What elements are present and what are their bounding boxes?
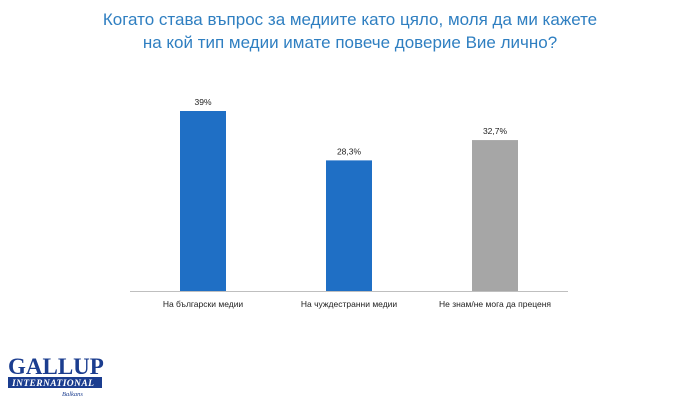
value-label-1: 39% bbox=[194, 97, 211, 107]
category-label-3: Не знам/не мога да преценя bbox=[439, 299, 551, 309]
gallup-international-logo: GALLUP INTERNATIONAL Balkans bbox=[8, 354, 104, 398]
chart-title-line-1: Когато става въпрос за медиите като цяло… bbox=[102, 10, 598, 29]
chart-title-line-2: на кой тип медии имате повече доверие Ви… bbox=[142, 33, 558, 52]
logo-sub-text: INTERNATIONAL bbox=[11, 379, 94, 389]
value-label-3: 32,7% bbox=[483, 126, 508, 136]
bar-3 bbox=[472, 140, 518, 291]
bar-2 bbox=[326, 160, 372, 291]
value-label-2: 28,3% bbox=[337, 146, 362, 156]
logo-band bbox=[8, 377, 102, 388]
category-label-2: На чуждестранни медии bbox=[301, 299, 398, 309]
bars-group bbox=[180, 111, 518, 291]
bar-1 bbox=[180, 111, 226, 291]
chart-title: Когато става въпрос за медиите като цяло… bbox=[40, 8, 660, 54]
category-label-1: На български медии bbox=[163, 299, 244, 309]
logo-main-text: GALLUP bbox=[8, 354, 104, 379]
labels-group: 39% На български медии 28,3% На чуждестранн… bbox=[163, 97, 552, 309]
logo-region-text: Balkans bbox=[62, 391, 83, 398]
